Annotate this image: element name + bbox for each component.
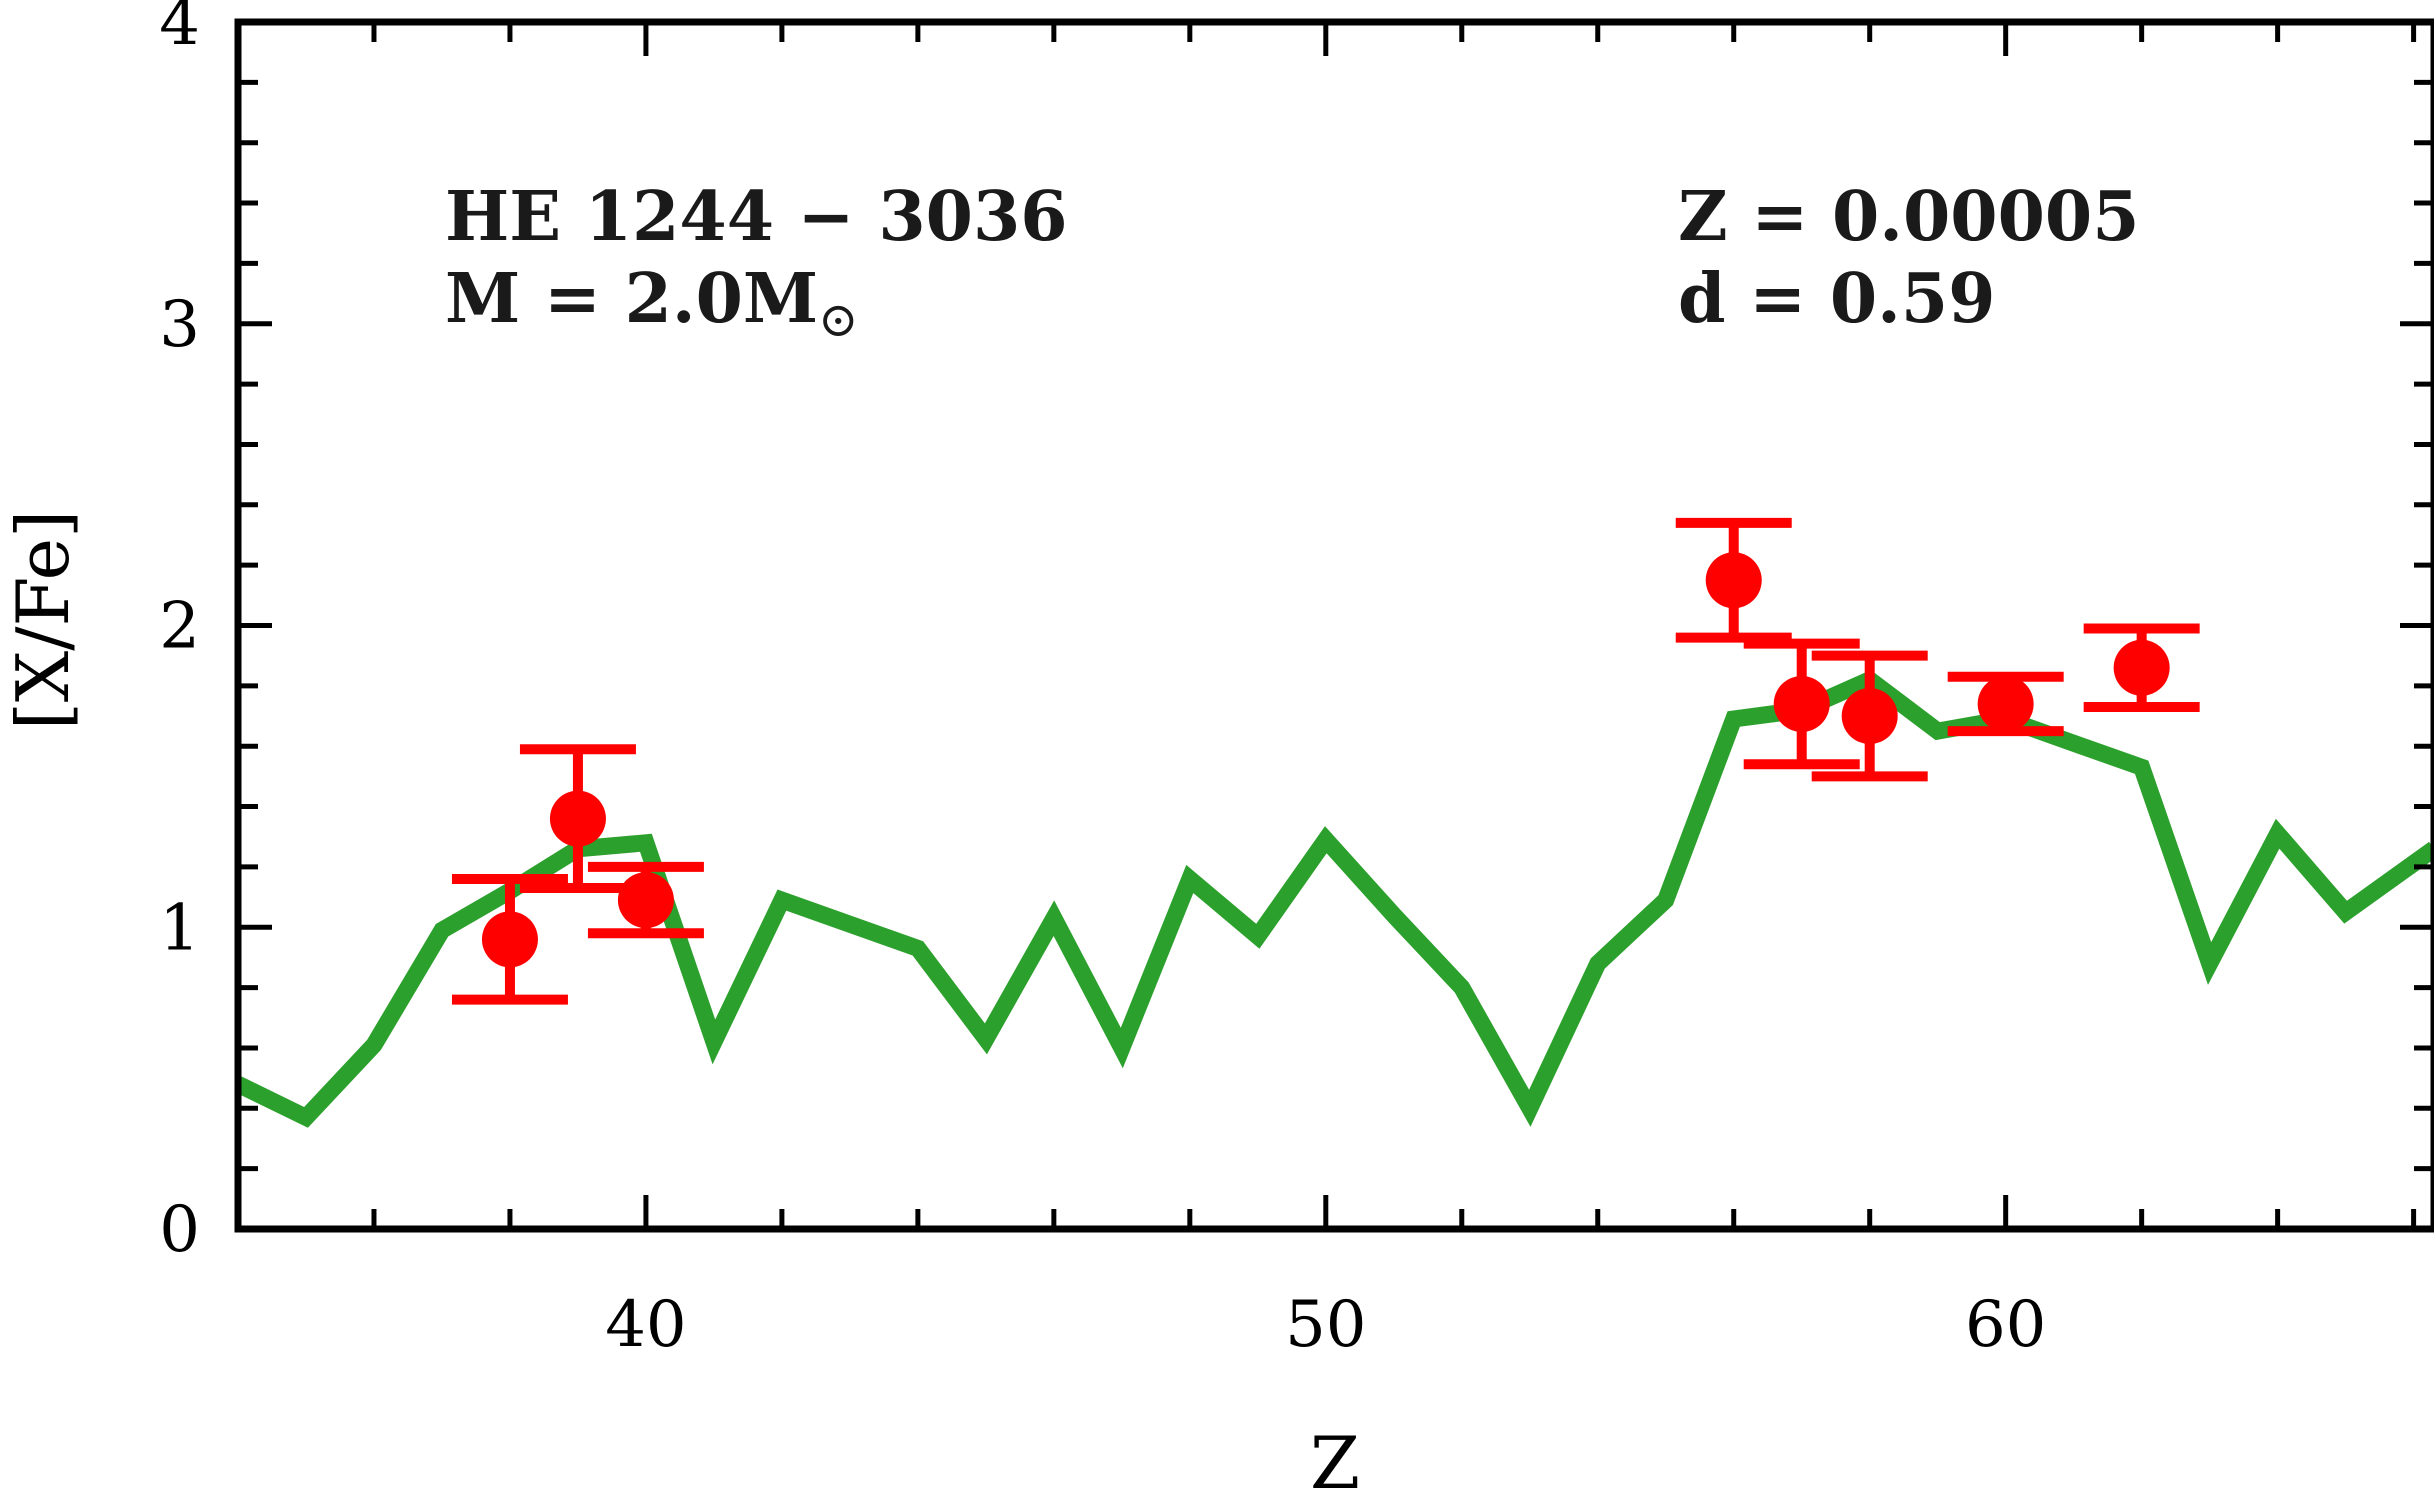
data-point [519, 744, 636, 894]
star-name-label: HE 1244 − 3036 [445, 177, 1068, 257]
data-point [1947, 671, 2064, 737]
data-marker [481, 911, 538, 968]
y-tick-label: 3 [159, 288, 200, 362]
solar-symbol: ⊙ [818, 292, 858, 348]
tick-labels-layer: 40 50 60 0 1 2 3 4 [159, 0, 2046, 1362]
x-tick-label: 40 [605, 1288, 686, 1362]
dilution-label: d = 0.59 [1678, 259, 1996, 339]
data-marker [1773, 675, 1830, 732]
y-axis-title: [X/Fe] [1, 510, 85, 730]
data-point [1675, 517, 1792, 643]
data-marker [1841, 688, 1898, 745]
data-point [1743, 638, 1860, 770]
y-tick-label: 4 [159, 0, 200, 60]
x-tick-label: 50 [1285, 1288, 1366, 1362]
x-tick-label: 60 [1965, 1288, 2046, 1362]
y-tick-label: 2 [159, 590, 200, 664]
data-marker [2113, 639, 2170, 696]
data-point [2083, 623, 2200, 712]
data-point [1811, 650, 1928, 782]
data-marker [549, 790, 606, 847]
metallicity-label: Z = 0.00005 [1678, 177, 2140, 257]
data-point [451, 873, 568, 1005]
mass-label-text: M = 2.0M [445, 259, 818, 339]
y-tick-label: 1 [159, 891, 200, 965]
mass-label: M = 2.0M⊙ [445, 259, 858, 348]
data-marker [617, 872, 674, 929]
data-marker [1705, 552, 1762, 609]
data-marker [1977, 675, 2034, 732]
data-points-layer [451, 517, 2200, 1005]
y-tick-label: 0 [159, 1193, 200, 1267]
x-axis-title: Z [1310, 1421, 1360, 1495]
plot-frame [234, 18, 2434, 1233]
data-point [587, 861, 704, 939]
